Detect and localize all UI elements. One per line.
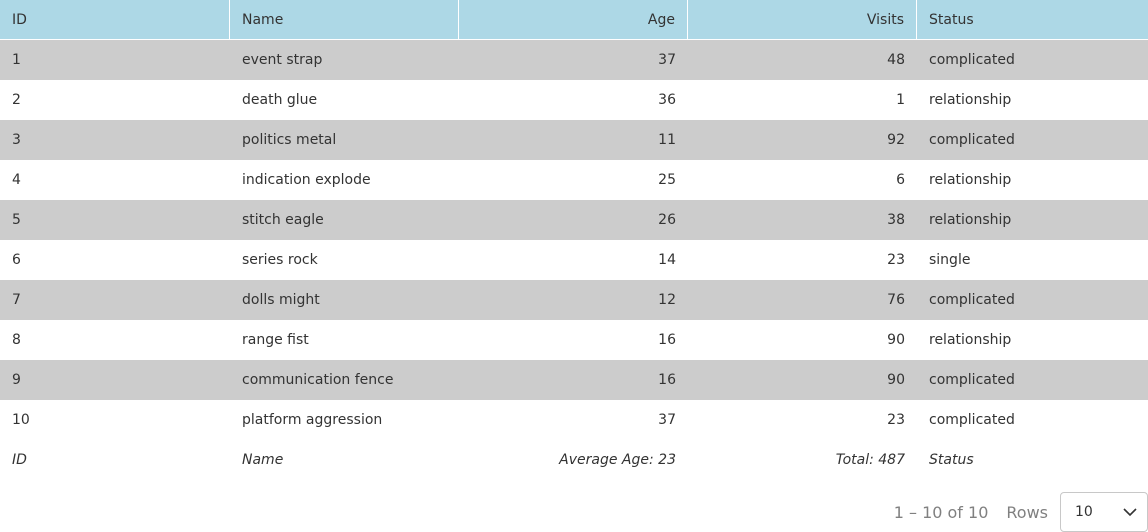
footer-name: Name [242,452,284,468]
cell-age: 25 [658,172,676,188]
cell-name: death glue [242,92,318,108]
cell-status: complicated [929,292,1015,308]
cell-visits: 23 [887,252,905,268]
table-body: 1 event strap 37 48 complicated 2 death glue 36… [0,40,1148,440]
cell-name: stitch eagle [242,212,324,228]
cell-id: 4 [12,172,21,188]
cell-name: dolls might [242,292,320,308]
cell-age: 37 [658,52,676,68]
rows-per-page-value: 10 [1075,504,1093,520]
table-footer: ID Name Average Age: 23 Total: 487 Statu… [0,440,1148,480]
chevron-down-icon [1123,508,1137,517]
table-row[interactable]: 5 stitch eagle 26 38 relationship [0,200,1148,240]
cell-age: 16 [658,332,676,348]
rows-per-page-select[interactable]: 10 [1060,492,1148,532]
cell-id: 1 [12,52,21,68]
cell-name: politics metal [242,132,337,148]
cell-name: event strap [242,52,323,68]
cell-visits: 76 [887,292,905,308]
cell-visits: 90 [887,332,905,348]
footer-status: Status [929,452,974,468]
cell-name: indication explode [242,172,371,188]
table-row[interactable]: 10 platform aggression 37 23 complicated [0,400,1148,440]
column-header-status[interactable]: Status [929,11,974,28]
cell-id: 5 [12,212,21,228]
cell-visits: 6 [896,172,905,188]
column-header-id[interactable]: ID [0,0,230,40]
data-table: ID Name Age Visits Status 1 event strap 37… [0,0,1148,480]
cell-status: complicated [929,372,1015,388]
table-row[interactable]: 8 range fist 16 90 relationship [0,320,1148,360]
cell-id: 6 [12,252,21,268]
cell-visits: 1 [896,92,905,108]
cell-id: 2 [12,92,21,108]
cell-id: 3 [12,132,21,148]
cell-status: single [929,252,971,268]
cell-status: complicated [929,132,1015,148]
table-row[interactable]: 1 event strap 37 48 complicated [0,40,1148,80]
column-header-age[interactable]: Age [459,0,688,40]
footer-average-age: Average Age: 23 [559,452,676,468]
cell-age: 26 [658,212,676,228]
cell-visits: 92 [887,132,905,148]
table-header: ID Name Age Visits Status [0,0,1148,40]
cell-status: relationship [929,172,1012,188]
cell-age: 12 [658,292,676,308]
table-row[interactable]: 4 indication explode 25 6 relationship [0,160,1148,200]
cell-name: series rock [242,252,318,268]
table-row[interactable]: 9 communication fence 16 90 complicated [0,360,1148,400]
cell-age: 16 [658,372,676,388]
footer-id: ID [12,452,27,468]
cell-age: 14 [658,252,676,268]
cell-status: relationship [929,332,1012,348]
pagination-range: 1 – 10 of 10 [893,502,989,522]
cell-id: 10 [12,412,30,428]
cell-status: relationship [929,212,1012,228]
cell-age: 37 [658,412,676,428]
cell-visits: 48 [887,52,905,68]
column-header-name[interactable]: Name [230,0,459,40]
column-header-visits[interactable]: Visits [688,0,917,40]
table-row[interactable]: 2 death glue 36 1 relationship [0,80,1148,120]
cell-age: 11 [658,132,676,148]
cell-id: 9 [12,372,21,388]
footer-total-visits: Total: 487 [835,452,905,468]
table-row[interactable]: 3 politics metal 11 92 complicated [0,120,1148,160]
cell-name: range fist [242,332,309,348]
cell-age: 36 [658,92,676,108]
table-row[interactable]: 7 dolls might 12 76 complicated [0,280,1148,320]
cell-id: 7 [12,292,21,308]
pagination: 1 – 10 of 10 Rows 10 [894,492,1148,532]
cell-status: complicated [929,52,1015,68]
cell-name: platform aggression [242,412,383,428]
cell-visits: 90 [887,372,905,388]
cell-status: complicated [929,412,1015,428]
rows-per-page-label: Rows [1006,502,1048,522]
cell-visits: 38 [887,212,905,228]
cell-status: relationship [929,92,1012,108]
cell-visits: 23 [887,412,905,428]
table-row[interactable]: 6 series rock 14 23 single [0,240,1148,280]
cell-id: 8 [12,332,21,348]
cell-name: communication fence [242,372,394,388]
